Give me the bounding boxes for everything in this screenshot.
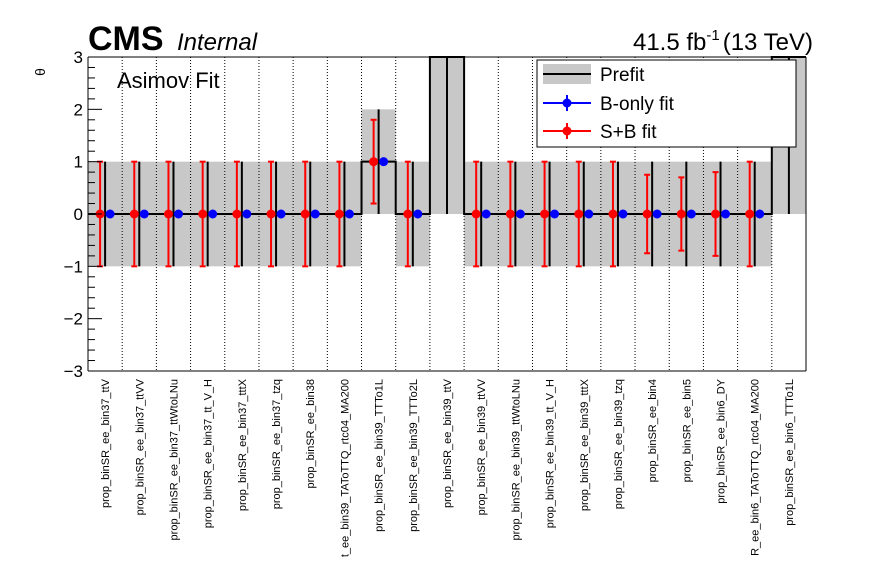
x-tick-label: R_ee_bin6_TAToTTQ_rtc04_MA200 xyxy=(750,379,762,556)
x-axis-labels: prop_binSR_ee_bin37_ttV prop_binSR_ee_bin… xyxy=(100,378,796,557)
sb-point xyxy=(266,209,276,219)
x-tick-label: prop_binSR_ee_bin37_ttVV xyxy=(134,378,146,515)
bonly-point xyxy=(105,209,115,219)
bonly-point xyxy=(584,209,594,219)
sb-point xyxy=(540,209,550,219)
y-tick-label: 1 xyxy=(74,153,83,172)
bonly-point xyxy=(515,209,525,219)
sb-point xyxy=(334,209,344,219)
sb-point xyxy=(129,209,139,219)
sb-point xyxy=(369,157,379,167)
sb-point xyxy=(608,209,618,219)
x-tick-label: prop_binSR_ee_bin4 xyxy=(647,379,659,482)
sb-point xyxy=(198,209,208,219)
legend-sb-marker xyxy=(562,126,572,136)
x-tick-label: prop_binSR_ee_bin5 xyxy=(681,379,693,482)
x-tick-label: prop_binSR_ee_bin39_TTTo1L xyxy=(374,379,386,532)
fit-label: Asimov Fit xyxy=(117,68,220,93)
bonly-point xyxy=(208,209,218,219)
legend-sb-label: S+B fit xyxy=(600,122,657,143)
x-tick-label: prop_binSR_ee_bin6_TTTo1L xyxy=(784,379,796,526)
sb-point xyxy=(163,209,173,219)
x-tick-label: prop_binSR_ee_bin39_ttVV xyxy=(476,378,488,515)
legend-bonly-marker xyxy=(562,98,572,108)
bonly-point xyxy=(242,209,252,219)
sb-point xyxy=(711,209,721,219)
x-tick-label: prop_binSR_ee_bin38 xyxy=(305,379,317,488)
lumi-exponent: -1 xyxy=(706,27,719,44)
energy-label: (13 TeV) xyxy=(723,29,813,56)
bonly-point xyxy=(344,209,354,219)
x-tick-label: prop_binSR_ee_bin39_TTTo2L xyxy=(408,379,420,532)
sb-point xyxy=(300,209,310,219)
bonly-point xyxy=(379,157,389,167)
sb-point xyxy=(745,209,755,219)
legend: Prefit B-only fit S+B fit xyxy=(536,59,797,148)
legend-bonly-label: B-only fit xyxy=(600,94,675,115)
x-tick-label: prop_binSR_ee_bin37_tzq xyxy=(271,379,283,509)
x-tick-label: prop_binSR_ee_bin37_ttV xyxy=(100,378,112,508)
fit-points xyxy=(95,118,765,268)
bonly-point xyxy=(173,209,183,219)
internal-label: Internal xyxy=(177,29,258,56)
y-tick-label: −3 xyxy=(64,362,83,381)
lumi-value: 41.5 fb xyxy=(633,29,706,56)
lumi-label: 41.5 fb-1 (13 TeV) xyxy=(633,27,813,56)
bonly-point xyxy=(755,209,765,219)
bonly-point xyxy=(550,209,560,219)
bonly-point xyxy=(276,209,286,219)
sb-point xyxy=(505,209,515,219)
x-tick-label: prop_binSR_ee_bin37_ttWtoLNu xyxy=(168,379,180,540)
y-axis-ticks: −3 −2 −1 0 1 2 3 xyxy=(64,48,102,381)
sb-point xyxy=(574,209,584,219)
bonly-point xyxy=(481,209,491,219)
x-tick-label: t_ee_bin39_TAToTTQ_rtc04_MA200 xyxy=(339,379,351,557)
x-tick-label: prop_binSR_ee_bin39_tt_V_H xyxy=(545,379,557,528)
x-tick-label: prop_binSR_ee_bin39_ttWtoLNu xyxy=(510,379,522,540)
sb-point xyxy=(642,209,652,219)
legend-prefit-label: Prefit xyxy=(600,65,645,86)
sb-point xyxy=(471,209,481,219)
sb-point xyxy=(232,209,242,219)
x-tick-label: prop_binSR_ee_bin39_ttV xyxy=(442,378,454,508)
y-axis-label: θ xyxy=(32,68,48,76)
bonly-point xyxy=(618,209,628,219)
sb-point xyxy=(403,209,413,219)
x-tick-label: prop_binSR_ee_bin37_tttX xyxy=(237,378,249,511)
cms-label: CMS xyxy=(88,20,164,58)
y-tick-label: 3 xyxy=(74,48,83,67)
y-tick-label: −2 xyxy=(64,310,83,329)
bonly-point xyxy=(721,209,731,219)
y-tick-label: −1 xyxy=(64,257,83,276)
x-tick-label: prop_binSR_ee_bin6_DY xyxy=(716,378,728,503)
x-tick-label: prop_binSR_ee_bin39_tzq xyxy=(613,379,625,509)
bonly-point xyxy=(686,209,696,219)
bonly-point xyxy=(139,209,149,219)
x-tick-label: prop_binSR_ee_bin37_tt_V_H xyxy=(203,379,215,528)
y-tick-label: 2 xyxy=(74,100,83,119)
bonly-point xyxy=(652,209,662,219)
bonly-point xyxy=(413,209,423,219)
sb-point xyxy=(676,209,686,219)
bonly-point xyxy=(310,209,320,219)
y-tick-label: 0 xyxy=(74,205,83,224)
x-tick-label: prop_binSR_ee_bin39_tttX xyxy=(579,378,591,511)
